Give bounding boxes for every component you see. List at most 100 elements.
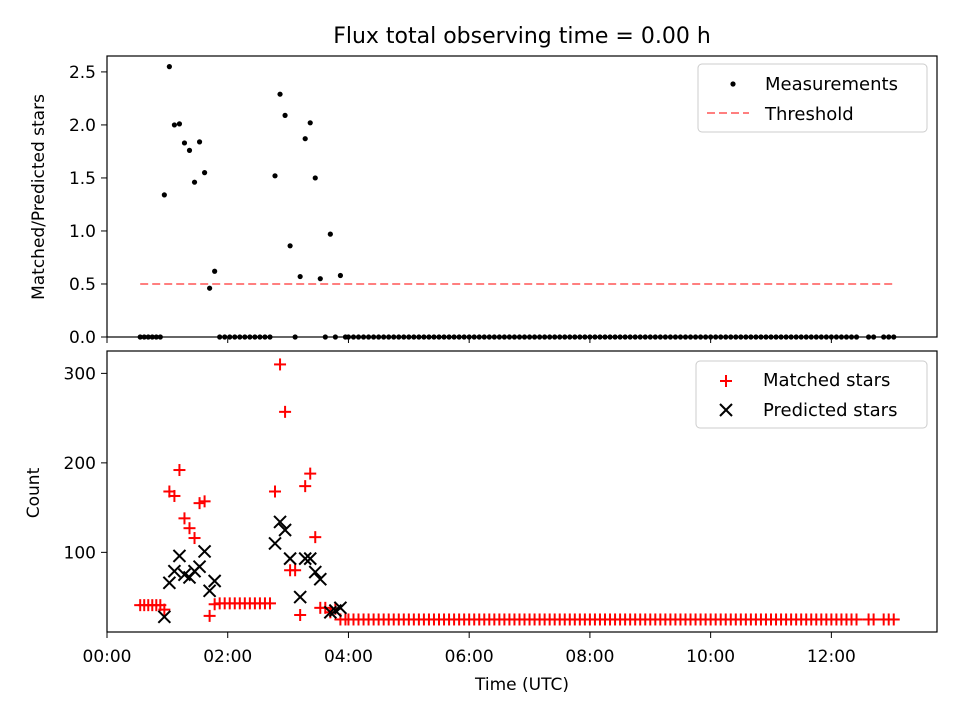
chart-title: Flux total observing time = 0.00 h xyxy=(333,24,711,49)
counts-x-tick-label: 04:00 xyxy=(324,647,373,667)
measurement-point xyxy=(327,231,333,237)
predicted-star-point xyxy=(278,523,292,537)
legend-matched-label: Matched stars xyxy=(763,370,890,391)
measurement-point xyxy=(196,139,203,145)
matched-star-point xyxy=(158,603,171,616)
matched-star-point xyxy=(279,405,292,418)
matched-star-point xyxy=(850,613,863,626)
measurement-point xyxy=(282,112,288,118)
measurement-point xyxy=(277,91,283,97)
measurement-point xyxy=(186,147,193,153)
measurement-point xyxy=(176,121,183,127)
predicted-star-point xyxy=(283,551,297,566)
counts-y-axis: 100 200 300 xyxy=(64,364,107,563)
predicted-star-point xyxy=(308,565,322,579)
matched-star-point xyxy=(183,522,196,535)
matched-star-point xyxy=(309,531,322,544)
ratio-y-axis-label: Matched/Predicted stars xyxy=(29,94,49,300)
measurement-point xyxy=(312,175,318,181)
ratio-y-tick-label: 2.5 xyxy=(69,63,96,83)
counts-x-tick-label: 00:00 xyxy=(83,647,132,667)
measurement-point xyxy=(171,122,178,128)
counts-y-tick-label: 100 xyxy=(64,543,96,563)
ratio-y-tick-label: 2.0 xyxy=(69,116,96,136)
predicted-star-point xyxy=(333,601,348,615)
matched-star-point xyxy=(269,485,282,498)
legend-threshold-label: Threshold xyxy=(764,104,854,125)
matched-star-point xyxy=(304,467,317,480)
ratio-y-axis: 0.0 0.5 1.0 1.5 2.0 2.5 xyxy=(69,63,107,348)
counts-panel: 100 200 300 00:00 02:00 04:00 06:00 08:00 10:00… xyxy=(24,350,938,695)
matched-star-point xyxy=(203,609,216,622)
predicted-star-point xyxy=(172,549,187,563)
counts-y-tick-label: 300 xyxy=(64,364,96,384)
ratio-axes-frame xyxy=(106,55,938,338)
legend-predicted-label: Predicted stars xyxy=(763,400,897,421)
counts-y-axis-label: Count xyxy=(24,467,44,518)
matched-star-point xyxy=(193,497,206,510)
ratio-x-ticks xyxy=(106,337,832,343)
matched-star-point xyxy=(198,495,211,508)
matched-star-point xyxy=(867,613,880,626)
counts-x-tick-label: 12:00 xyxy=(807,647,856,667)
matched-star-point xyxy=(168,489,181,502)
counts-plot-area xyxy=(134,358,900,626)
measurement-point xyxy=(201,170,208,176)
measurement-point xyxy=(212,268,218,274)
predicted-star-point xyxy=(298,551,312,566)
measurement-point xyxy=(337,272,344,279)
counts-x-tick-label: 02:00 xyxy=(203,647,252,667)
measurement-point xyxy=(307,120,313,126)
ratio-legend-box xyxy=(697,63,928,133)
predicted-star-point xyxy=(273,515,287,529)
matched-star-point xyxy=(887,613,900,626)
ratio-y-tick-label: 0.5 xyxy=(69,275,96,295)
measurement-point xyxy=(181,140,188,146)
counts-x-tick-label: 06:00 xyxy=(445,647,494,667)
predicted-star-point xyxy=(202,584,217,598)
measurement-point xyxy=(287,243,293,249)
measurement-point xyxy=(302,136,308,142)
x-axis-label: Time (UTC) xyxy=(474,675,569,695)
matched-star-point xyxy=(173,464,186,477)
matched-star-point xyxy=(178,512,191,525)
measurement-point xyxy=(297,273,303,280)
legend-measurements-marker xyxy=(730,81,736,87)
counts-x-tick-label: 08:00 xyxy=(565,647,614,667)
ratio-y-tick-label: 1.5 xyxy=(69,169,96,189)
matched-star-point xyxy=(263,597,276,610)
legend-predicted-marker xyxy=(719,403,733,417)
predicted-star-point xyxy=(162,576,177,590)
measurement-point xyxy=(317,276,323,282)
predicted-star-point xyxy=(303,551,317,566)
legend-measurements-label: Measurements xyxy=(765,74,898,95)
legend-matched-marker xyxy=(720,375,732,387)
ratio-y-tick-label: 1.0 xyxy=(69,222,96,242)
ratio-legend: Measurements Threshold xyxy=(697,63,928,133)
counts-y-tick-label: 200 xyxy=(64,454,96,474)
counts-legend: Matched stars Predicted stars xyxy=(695,360,928,429)
measurement-point xyxy=(161,192,167,198)
measurement-point xyxy=(272,173,278,179)
predicted-star-point xyxy=(293,590,307,604)
predicted-star-point xyxy=(207,574,222,588)
measurement-point xyxy=(207,285,213,291)
predicted-star-point xyxy=(167,564,182,578)
predicted-star-point xyxy=(197,544,212,559)
predicted-star-point xyxy=(268,536,282,551)
matched-star-point xyxy=(299,480,312,493)
measurement-point xyxy=(166,64,172,70)
counts-x-tick-label: 10:00 xyxy=(686,647,735,667)
ratio-panel: 0.0 0.5 1.0 1.5 2.0 2.5 Matched/Predicted sta… xyxy=(29,55,938,348)
matched-star-point xyxy=(274,358,287,371)
counts-axes-frame xyxy=(106,350,938,633)
matched-star-point xyxy=(294,608,307,621)
predicted-star-point xyxy=(313,572,327,586)
predicted-star-point xyxy=(192,559,207,574)
matched-star-point xyxy=(188,532,201,545)
counts-x-axis: 00:00 02:00 04:00 06:00 08:00 10:00 12:00 xyxy=(83,632,856,667)
matched-star-point xyxy=(289,564,302,577)
measurement-point xyxy=(191,179,198,185)
ratio-y-tick-label: 0.0 xyxy=(69,328,96,348)
